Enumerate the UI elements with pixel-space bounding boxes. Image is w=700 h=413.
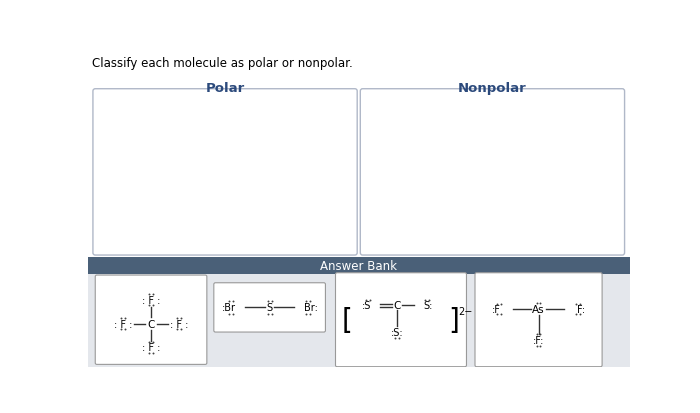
Text: : F :: : F : bbox=[142, 295, 160, 305]
Bar bbox=[88, 257, 630, 274]
Text: :S: :S bbox=[361, 300, 371, 310]
Text: [: [ bbox=[342, 307, 353, 335]
FancyBboxPatch shape bbox=[214, 283, 326, 332]
Text: Polar: Polar bbox=[205, 82, 245, 95]
Text: Br:: Br: bbox=[304, 303, 318, 313]
Text: C: C bbox=[148, 319, 155, 329]
Text: : F :: : F : bbox=[114, 319, 132, 329]
Text: Nonpolar: Nonpolar bbox=[458, 82, 527, 95]
Text: Answer Bank: Answer Bank bbox=[321, 259, 398, 272]
FancyBboxPatch shape bbox=[93, 90, 357, 255]
Text: 2−: 2− bbox=[458, 306, 473, 316]
FancyBboxPatch shape bbox=[360, 90, 624, 255]
Text: S: S bbox=[267, 303, 273, 313]
FancyBboxPatch shape bbox=[95, 275, 207, 365]
Text: C: C bbox=[393, 300, 401, 310]
Text: :S:: :S: bbox=[391, 327, 403, 337]
Text: : F :: : F : bbox=[142, 343, 160, 353]
Bar bbox=[88, 274, 630, 368]
Text: :Br: :Br bbox=[221, 303, 235, 313]
Text: S:: S: bbox=[424, 300, 433, 310]
Text: :F: :F bbox=[491, 304, 500, 314]
FancyBboxPatch shape bbox=[475, 273, 602, 367]
Text: : F :: : F : bbox=[170, 319, 188, 329]
FancyBboxPatch shape bbox=[335, 273, 466, 367]
Text: F:: F: bbox=[577, 304, 584, 314]
Text: :F:: :F: bbox=[533, 335, 544, 345]
Text: ]: ] bbox=[448, 307, 458, 335]
Text: As: As bbox=[532, 304, 545, 314]
Text: Classify each molecule as polar or nonpolar.: Classify each molecule as polar or nonpo… bbox=[92, 57, 353, 70]
